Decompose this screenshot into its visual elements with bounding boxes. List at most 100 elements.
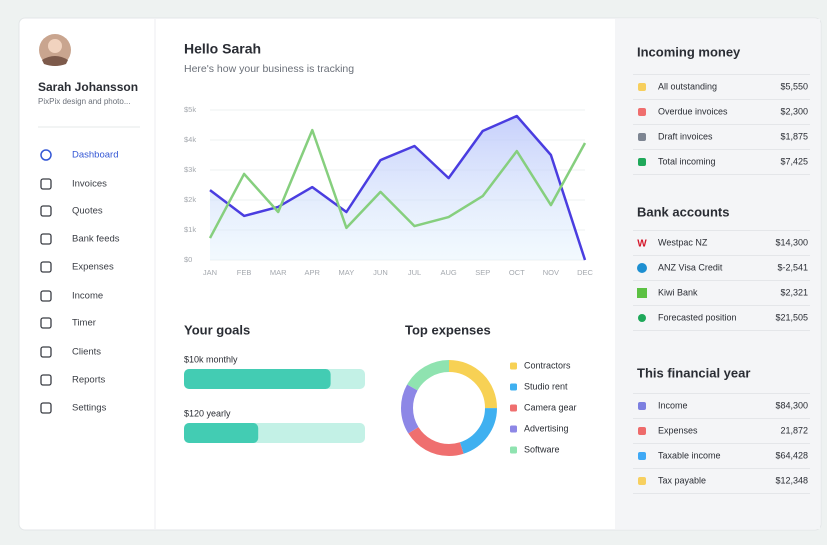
y-tick-label: $2k <box>184 195 196 204</box>
row-dot <box>638 158 646 166</box>
nav-icon <box>40 233 52 245</box>
row-dot <box>638 452 646 460</box>
nav-icon <box>40 205 52 217</box>
x-tick-label: JAN <box>203 268 217 277</box>
nav-icon <box>40 346 52 358</box>
avatar-body <box>42 56 68 66</box>
nav-item[interactable]: Expenses <box>72 262 114 273</box>
row-amount: $2,321 <box>780 287 808 297</box>
row-label: ANZ Visa Credit <box>658 262 723 272</box>
row-label: All outstanding <box>658 81 717 91</box>
nav-item[interactable]: Bank feeds <box>72 234 120 245</box>
goal-label: $120 yearly <box>184 408 231 418</box>
row-dot <box>638 427 646 435</box>
nav-item[interactable]: Timer <box>72 318 96 329</box>
donut-chart: Contractors Studio rent Camera gear Adverti… <box>401 360 577 456</box>
row-label: Taxable income <box>658 450 721 460</box>
x-tick-label: APR <box>305 268 321 277</box>
legend-swatch <box>510 425 517 433</box>
row-amount: 21,872 <box>780 425 808 435</box>
row-label: Kiwi Bank <box>658 287 698 297</box>
goal-label: $10k monthly <box>184 354 238 364</box>
nav-item[interactable]: Dashboard <box>72 150 118 161</box>
row-label: Overdue invoices <box>658 106 728 116</box>
nav-item[interactable]: Income <box>72 291 103 302</box>
x-tick-label: AUG <box>441 268 457 277</box>
x-tick-label: SEP <box>475 268 490 277</box>
row-dot <box>638 477 646 485</box>
summary: Incoming money All outstanding $5,550 Overd… <box>633 44 810 494</box>
row-label: Tax payable <box>658 475 706 485</box>
row-amount: $-2,541 <box>777 262 808 272</box>
row-amount: $2,300 <box>780 106 808 116</box>
x-tick-label: DEC <box>577 268 593 277</box>
user-company: PixPix design and photo... <box>38 97 131 106</box>
row-label: Income <box>658 400 688 410</box>
nav-icon <box>40 178 52 190</box>
donut-segment <box>401 360 497 456</box>
nav: Dashboard Invoices Quotes Bank feeds Expense… <box>40 149 120 414</box>
nav-item[interactable]: Quotes <box>72 206 103 217</box>
row-label: Forecasted position <box>658 312 737 322</box>
westpac-logo: W <box>637 239 647 250</box>
line <box>209 114 587 261</box>
x-tick-label: MAY <box>339 268 355 277</box>
anz-logo <box>637 263 647 273</box>
row-dot <box>638 83 646 91</box>
section-title: This financial year <box>637 365 750 380</box>
row-amount: $14,300 <box>775 237 808 247</box>
y-tick-label: $1k <box>184 225 196 234</box>
legend-label: Camera gear <box>524 402 577 412</box>
expenses-title: Top expenses <box>405 322 491 337</box>
goals-title: Your goals <box>184 322 250 337</box>
nav-icon <box>40 149 52 161</box>
greeting-subtitle: Here's how your business is tracking <box>184 63 354 75</box>
nav-icon <box>40 374 52 386</box>
kiwibank-logo <box>637 288 647 298</box>
goals: $10k monthly $120 yearly <box>184 354 365 443</box>
row-amount: $1,875 <box>780 131 808 141</box>
x-tick-label: NOV <box>543 268 559 277</box>
legend-label: Software <box>524 444 560 454</box>
row-amount: $84,300 <box>775 400 808 410</box>
row-dot <box>638 108 646 116</box>
nav-icon <box>40 290 52 302</box>
legend-swatch <box>510 362 517 370</box>
legend-swatch <box>510 404 517 412</box>
goal-progress <box>184 369 331 389</box>
area <box>210 116 585 260</box>
greeting-title: Hello Sarah <box>184 41 261 57</box>
row-label: Expenses <box>658 425 698 435</box>
legend-label: Studio rent <box>524 381 568 391</box>
avatar-face <box>48 39 62 53</box>
y-tick-label: $4k <box>184 135 196 144</box>
section-title: Incoming money <box>637 44 741 59</box>
x-tick-label: JUL <box>408 268 421 277</box>
nav-item[interactable]: Clients <box>72 347 101 358</box>
row-amount: $5,550 <box>780 81 808 91</box>
legend-label: Advertising <box>524 423 569 433</box>
row-amount: $12,348 <box>775 475 808 485</box>
section-title: Bank accounts <box>637 204 729 219</box>
donut-segment <box>401 360 497 456</box>
nav-item[interactable]: Settings <box>72 403 107 414</box>
y-tick-label: $3k <box>184 165 196 174</box>
x-tick-label: MAR <box>270 268 287 277</box>
nav-icon <box>40 402 52 414</box>
row-label: Total incoming <box>658 156 716 166</box>
nav-icon <box>40 317 52 329</box>
x-tick-label: OCT <box>509 268 525 277</box>
y-tick-label: $5k <box>184 105 196 114</box>
x-tick-label: JUN <box>373 268 388 277</box>
line <box>208 128 587 239</box>
donut-segment <box>401 360 497 456</box>
row-label: Westpac NZ <box>658 237 708 247</box>
forecast-dot <box>638 314 646 322</box>
nav-item[interactable]: Reports <box>72 375 106 386</box>
row-amount: $7,425 <box>780 156 808 166</box>
goal-progress <box>184 423 259 443</box>
row-dot <box>638 133 646 141</box>
nav-item[interactable]: Invoices <box>72 179 107 190</box>
